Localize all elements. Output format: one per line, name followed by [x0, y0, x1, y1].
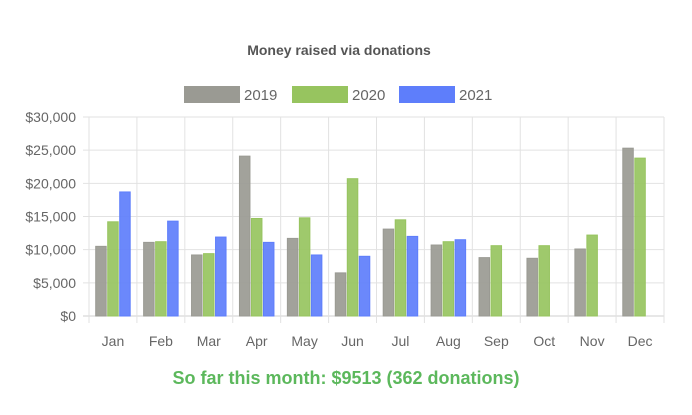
bar-2021-jul: [406, 235, 419, 317]
bar-2019-feb: [143, 241, 155, 317]
bars: [95, 147, 646, 317]
bar-2020-nov: [586, 234, 598, 317]
bar-2020-sep: [490, 245, 503, 317]
x-tick-label: Sep: [484, 333, 509, 349]
x-tick-label: Jul: [392, 333, 410, 349]
bar-2019-sep: [478, 257, 491, 317]
bar-2019-nov: [574, 248, 586, 317]
bar-2021-mar: [215, 236, 227, 317]
bar-2020-jan: [107, 221, 119, 317]
bar-2019-jul: [382, 228, 395, 317]
x-axis-ticks: Jan Feb Mar Apr May Jun Jul Aug Sep Oct Nov Dec: [102, 333, 653, 349]
x-tick-label: Oct: [533, 333, 555, 349]
legend: 2019 2020 2021: [184, 86, 492, 104]
y-tick-label: $15,000: [25, 209, 76, 225]
bar-2021-jun: [358, 255, 371, 317]
y-tick-label: $0: [60, 308, 76, 324]
bar-2020-feb: [155, 241, 167, 317]
x-tick-label: Feb: [149, 333, 173, 349]
bar-2020-apr: [250, 217, 263, 317]
bar-2019-jun: [334, 272, 347, 317]
bar-2020-oct: [538, 245, 550, 317]
x-tick-label: Jun: [341, 333, 364, 349]
legend-label-2021: 2021: [459, 87, 492, 104]
bar-2021-feb: [167, 220, 179, 317]
legend-swatch-2021: [399, 86, 455, 103]
bar-2019-may: [286, 237, 299, 317]
x-tick-label: Nov: [580, 333, 605, 349]
bar-2019-jan: [95, 245, 107, 317]
y-tick-label: $25,000: [25, 142, 76, 158]
bar-2021-jan: [119, 191, 131, 317]
bar-2021-aug: [454, 239, 467, 317]
y-tick-label: $10,000: [25, 242, 76, 258]
x-tick-label: Dec: [628, 333, 653, 349]
bar-2020-dec: [634, 157, 646, 317]
x-tick-label: Jan: [102, 333, 125, 349]
bar-2019-mar: [191, 254, 203, 317]
bar-2021-may: [310, 254, 323, 317]
y-axis-ticks: $0 $5,000 $10,000 $15,000 $20,000 $25,000 $30,…: [25, 109, 76, 324]
x-tick-label: Mar: [197, 333, 221, 349]
grid: [83, 116, 665, 323]
x-tick-label: Aug: [436, 333, 461, 349]
legend-swatch-2020: [292, 86, 348, 103]
y-tick-label: $5,000: [33, 275, 76, 291]
x-tick-label: May: [291, 333, 317, 349]
bar-2021-apr: [262, 241, 275, 317]
bar-2019-aug: [430, 244, 443, 317]
x-tick-label: Apr: [246, 333, 268, 349]
legend-label-2020: 2020: [352, 87, 385, 104]
bar-2019-oct: [526, 257, 538, 317]
y-tick-label: $20,000: [25, 175, 76, 191]
legend-swatch-2019: [184, 86, 240, 103]
chart-title: Money raised via donations: [247, 42, 431, 58]
bar-2020-may: [298, 217, 311, 317]
bar-2020-jul: [394, 219, 407, 317]
legend-label-2019: 2019: [244, 87, 277, 104]
bar-2020-jun: [346, 178, 359, 317]
monthly-summary: So far this month: $9513 (362 donations): [172, 368, 520, 388]
bar-2019-dec: [622, 147, 634, 317]
y-tick-label: $30,000: [25, 109, 76, 125]
bar-2019-apr: [238, 155, 251, 317]
bar-2020-mar: [203, 253, 215, 317]
bar-2020-aug: [442, 241, 455, 317]
